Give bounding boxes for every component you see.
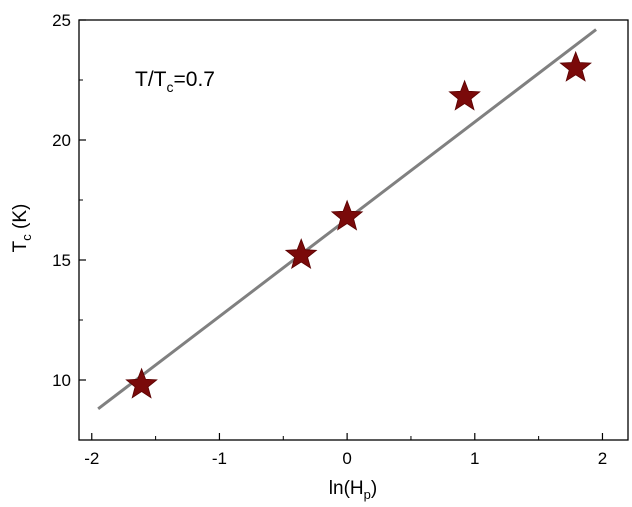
- y-axis-title-main: T: [10, 240, 31, 252]
- y-tick-label: 15: [52, 251, 71, 270]
- y-tick-label: 20: [52, 131, 71, 150]
- x-tick-label: -2: [84, 449, 99, 468]
- x-axis-title: ln(Hp): [329, 478, 377, 502]
- y-tick-label: 10: [52, 371, 71, 390]
- annotation-main: T/T: [135, 68, 167, 91]
- annotation: T/Tc=0.7: [135, 68, 215, 95]
- x-axis-title-sub: p: [364, 487, 371, 502]
- plot-area-frame: [78, 19, 629, 441]
- y-axis-title-rest: (K): [10, 204, 31, 235]
- y-axis-title: Tc (K): [10, 204, 34, 253]
- annotation-sub: c: [167, 79, 174, 95]
- data-point-star: [330, 199, 364, 231]
- data-point-star: [448, 79, 481, 111]
- x-tick-label: -1: [212, 449, 227, 468]
- x-tick-label: 2: [598, 449, 607, 468]
- x-tick-label: 0: [342, 449, 351, 468]
- data-point-star: [125, 367, 158, 399]
- y-axis-title-sub: c: [19, 234, 34, 241]
- annotation-rest: =0.7: [174, 68, 215, 91]
- data-point-star: [559, 50, 592, 82]
- x-tick-label: 1: [470, 449, 479, 468]
- data-points: [125, 50, 592, 399]
- x-axis-ticks: -2 -1 0 1 2: [84, 433, 607, 468]
- y-tick-label: 25: [52, 11, 71, 30]
- x-axis-title-rest: ): [371, 478, 377, 499]
- x-axis-title-main: ln(H: [329, 478, 364, 499]
- data-point-star: [284, 238, 318, 270]
- y-axis-ticks: 10 15 20 25: [52, 11, 86, 390]
